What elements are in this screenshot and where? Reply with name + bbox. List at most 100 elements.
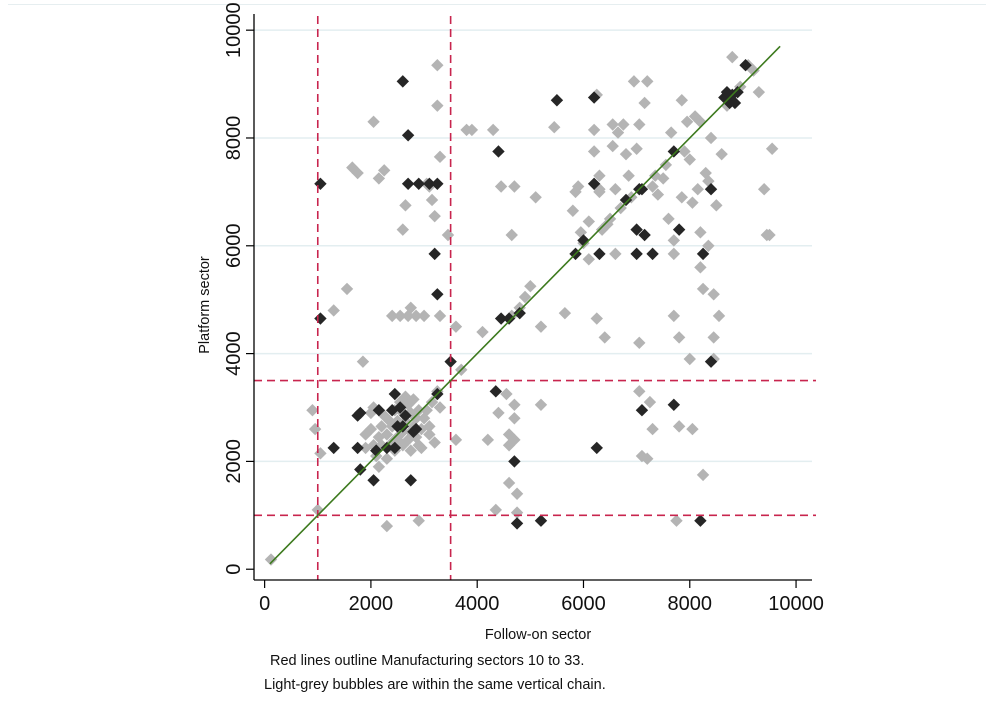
point-s0-5 bbox=[327, 304, 340, 317]
point-s0-20 bbox=[409, 309, 423, 323]
point-s1-42 bbox=[587, 91, 601, 104]
point-s0-88 bbox=[619, 147, 633, 161]
point-s0-126 bbox=[694, 261, 707, 274]
point-s0-3 bbox=[311, 503, 324, 517]
point-s0-91 bbox=[627, 75, 641, 88]
data-points bbox=[264, 50, 779, 566]
fit-line-segment bbox=[269, 45, 781, 565]
y-tick-label-2: 4000 bbox=[223, 331, 245, 376]
point-s1-10 bbox=[380, 441, 394, 455]
point-s1-45 bbox=[593, 247, 606, 261]
point-s0-9 bbox=[356, 355, 370, 368]
point-s0-37 bbox=[476, 325, 489, 339]
point-s0-40 bbox=[489, 503, 502, 517]
point-s0-149 bbox=[765, 142, 779, 155]
point-s0-30 bbox=[433, 309, 447, 323]
point-s1-66 bbox=[718, 91, 731, 104]
point-s0-53 bbox=[510, 487, 524, 500]
point-s0-191 bbox=[380, 452, 394, 465]
point-s0-100 bbox=[643, 395, 657, 409]
y-tick-label-5: 10000 bbox=[223, 2, 245, 58]
point-s0-113 bbox=[672, 331, 686, 344]
point-s0-131 bbox=[702, 239, 715, 252]
point-s0-124 bbox=[691, 182, 704, 196]
point-s1-58 bbox=[696, 247, 710, 261]
point-s0-78 bbox=[598, 331, 611, 344]
point-s0-17 bbox=[399, 199, 412, 212]
point-s0-141 bbox=[726, 50, 739, 64]
point-s0-137 bbox=[710, 199, 723, 212]
point-s0-57 bbox=[524, 280, 537, 293]
point-s0-106 bbox=[659, 158, 673, 172]
point-s0-101 bbox=[646, 180, 659, 193]
point-s0-19 bbox=[404, 301, 417, 314]
y-tick-label-3: 6000 bbox=[223, 224, 245, 268]
point-s0-194 bbox=[404, 444, 417, 457]
point-s0-84 bbox=[609, 182, 622, 196]
point-s1-63 bbox=[728, 96, 742, 110]
point-s0-70 bbox=[587, 145, 601, 158]
point-s1-15 bbox=[393, 401, 407, 414]
point-s0-138 bbox=[712, 309, 726, 323]
point-s1-56 bbox=[672, 223, 686, 236]
point-s1-48 bbox=[630, 223, 643, 236]
point-s0-87 bbox=[617, 118, 630, 131]
point-s0-94 bbox=[633, 336, 646, 350]
point-s0-110 bbox=[667, 247, 681, 261]
point-s1-57 bbox=[694, 514, 707, 527]
point-s1-33 bbox=[494, 312, 508, 325]
point-s0-73 bbox=[590, 312, 603, 325]
point-s0-59 bbox=[534, 320, 548, 333]
point-s0-134 bbox=[707, 288, 720, 301]
point-s0-42 bbox=[494, 180, 508, 193]
x-tick-label-5: 10000 bbox=[768, 593, 824, 615]
point-s0-83 bbox=[609, 247, 622, 261]
point-s0-187 bbox=[428, 436, 441, 449]
point-s1-64 bbox=[731, 85, 744, 99]
point-s1-24 bbox=[412, 177, 425, 190]
point-s0-41 bbox=[492, 406, 505, 420]
point-s1-17 bbox=[396, 75, 409, 88]
point-s0-186 bbox=[425, 395, 439, 409]
point-s0-180 bbox=[412, 404, 425, 417]
note-line-1: Red lines outline Manufacturing sectors … bbox=[270, 653, 584, 669]
point-s0-111 bbox=[667, 309, 681, 323]
point-s0-66 bbox=[574, 226, 588, 239]
x-tick-label-2: 4000 bbox=[455, 593, 500, 615]
point-s0-139 bbox=[715, 147, 728, 161]
point-s1-51 bbox=[635, 404, 649, 417]
point-s0-190 bbox=[372, 460, 386, 473]
point-s1-27 bbox=[431, 288, 444, 301]
point-s0-125 bbox=[694, 226, 707, 239]
x-tick-label-3: 6000 bbox=[561, 593, 606, 615]
point-s0-120 bbox=[683, 352, 696, 366]
point-s0-81 bbox=[606, 139, 619, 153]
point-s1-13 bbox=[388, 441, 402, 455]
point-s1-25 bbox=[423, 177, 436, 190]
point-s0-119 bbox=[683, 153, 696, 166]
point-s0-4 bbox=[314, 447, 327, 460]
point-s1-54 bbox=[667, 145, 681, 158]
point-s1-29 bbox=[431, 177, 444, 190]
point-s0-146 bbox=[757, 182, 771, 196]
point-s1-18 bbox=[399, 409, 412, 422]
axes: 0 2000 4000 6000 8000 10000 0 2000 4000 6000 8000 1… bbox=[223, 2, 824, 615]
point-s0-135 bbox=[707, 331, 720, 344]
x-tick-label-4: 8000 bbox=[668, 593, 713, 615]
point-s0-109 bbox=[667, 234, 681, 247]
point-s0-29 bbox=[433, 150, 447, 164]
point-s1-67 bbox=[720, 85, 734, 99]
point-s1-6 bbox=[354, 463, 367, 476]
point-s0-128 bbox=[696, 282, 710, 296]
point-s0-74 bbox=[593, 169, 606, 182]
point-s1-9 bbox=[372, 404, 386, 417]
point-s1-23 bbox=[409, 422, 423, 436]
point-s0-13 bbox=[380, 519, 394, 533]
point-s0-8 bbox=[351, 166, 364, 180]
point-s1-4 bbox=[351, 441, 364, 455]
point-s0-52 bbox=[508, 180, 521, 193]
point-s0-114 bbox=[672, 420, 686, 433]
point-s0-50 bbox=[508, 433, 521, 447]
point-s0-65 bbox=[571, 180, 585, 193]
